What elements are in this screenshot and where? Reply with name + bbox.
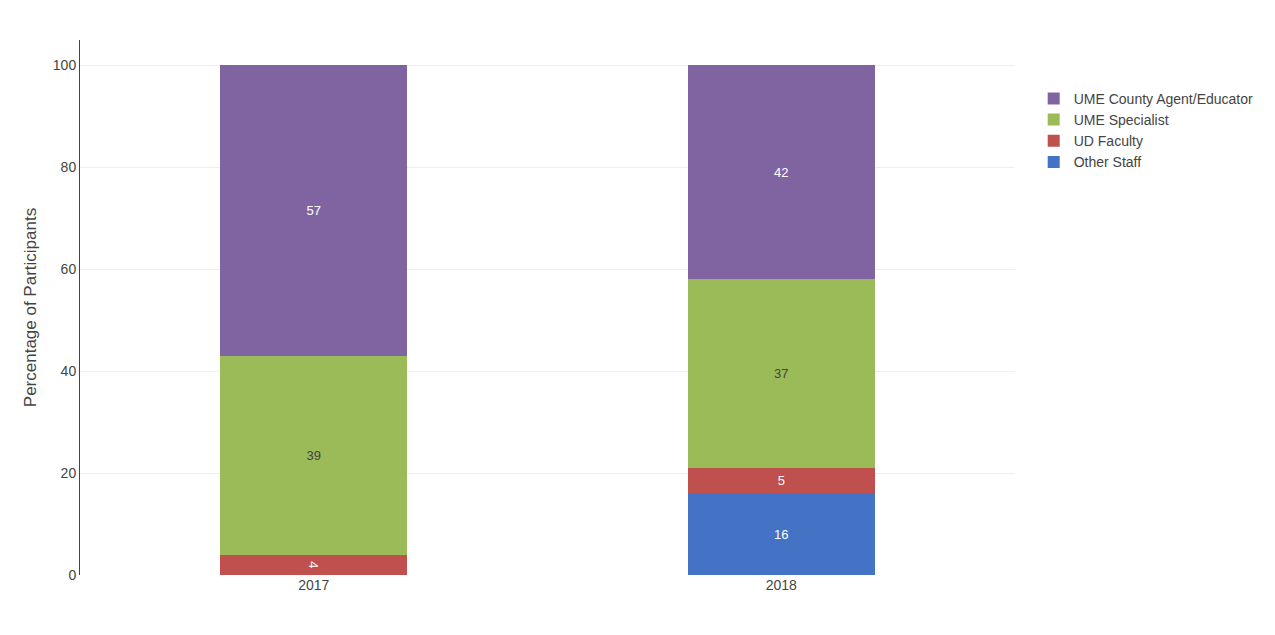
svg-text:20: 20 [61,465,77,481]
svg-text:Percentage of Participants: Percentage of Participants [21,208,40,407]
svg-text:16: 16 [774,527,788,542]
svg-text:37: 37 [774,366,788,381]
svg-text:42: 42 [774,165,788,180]
svg-text:40: 40 [61,363,77,379]
svg-text:UD Faculty: UD Faculty [1074,133,1143,149]
svg-text:UME Specialist: UME Specialist [1074,112,1169,128]
svg-text:39: 39 [307,448,321,463]
svg-text:2017: 2017 [298,577,329,593]
svg-text:UME County Agent/Educator: UME County Agent/Educator [1074,91,1253,107]
svg-text:60: 60 [61,261,77,277]
svg-text:57: 57 [307,203,321,218]
svg-text:5: 5 [778,473,785,488]
svg-text:Other Staff: Other Staff [1074,154,1142,170]
svg-text:80: 80 [61,159,77,175]
svg-text:0: 0 [68,567,76,583]
svg-text:2018: 2018 [766,577,797,593]
svg-text:100: 100 [53,57,77,73]
svg-text:4: 4 [306,561,321,568]
